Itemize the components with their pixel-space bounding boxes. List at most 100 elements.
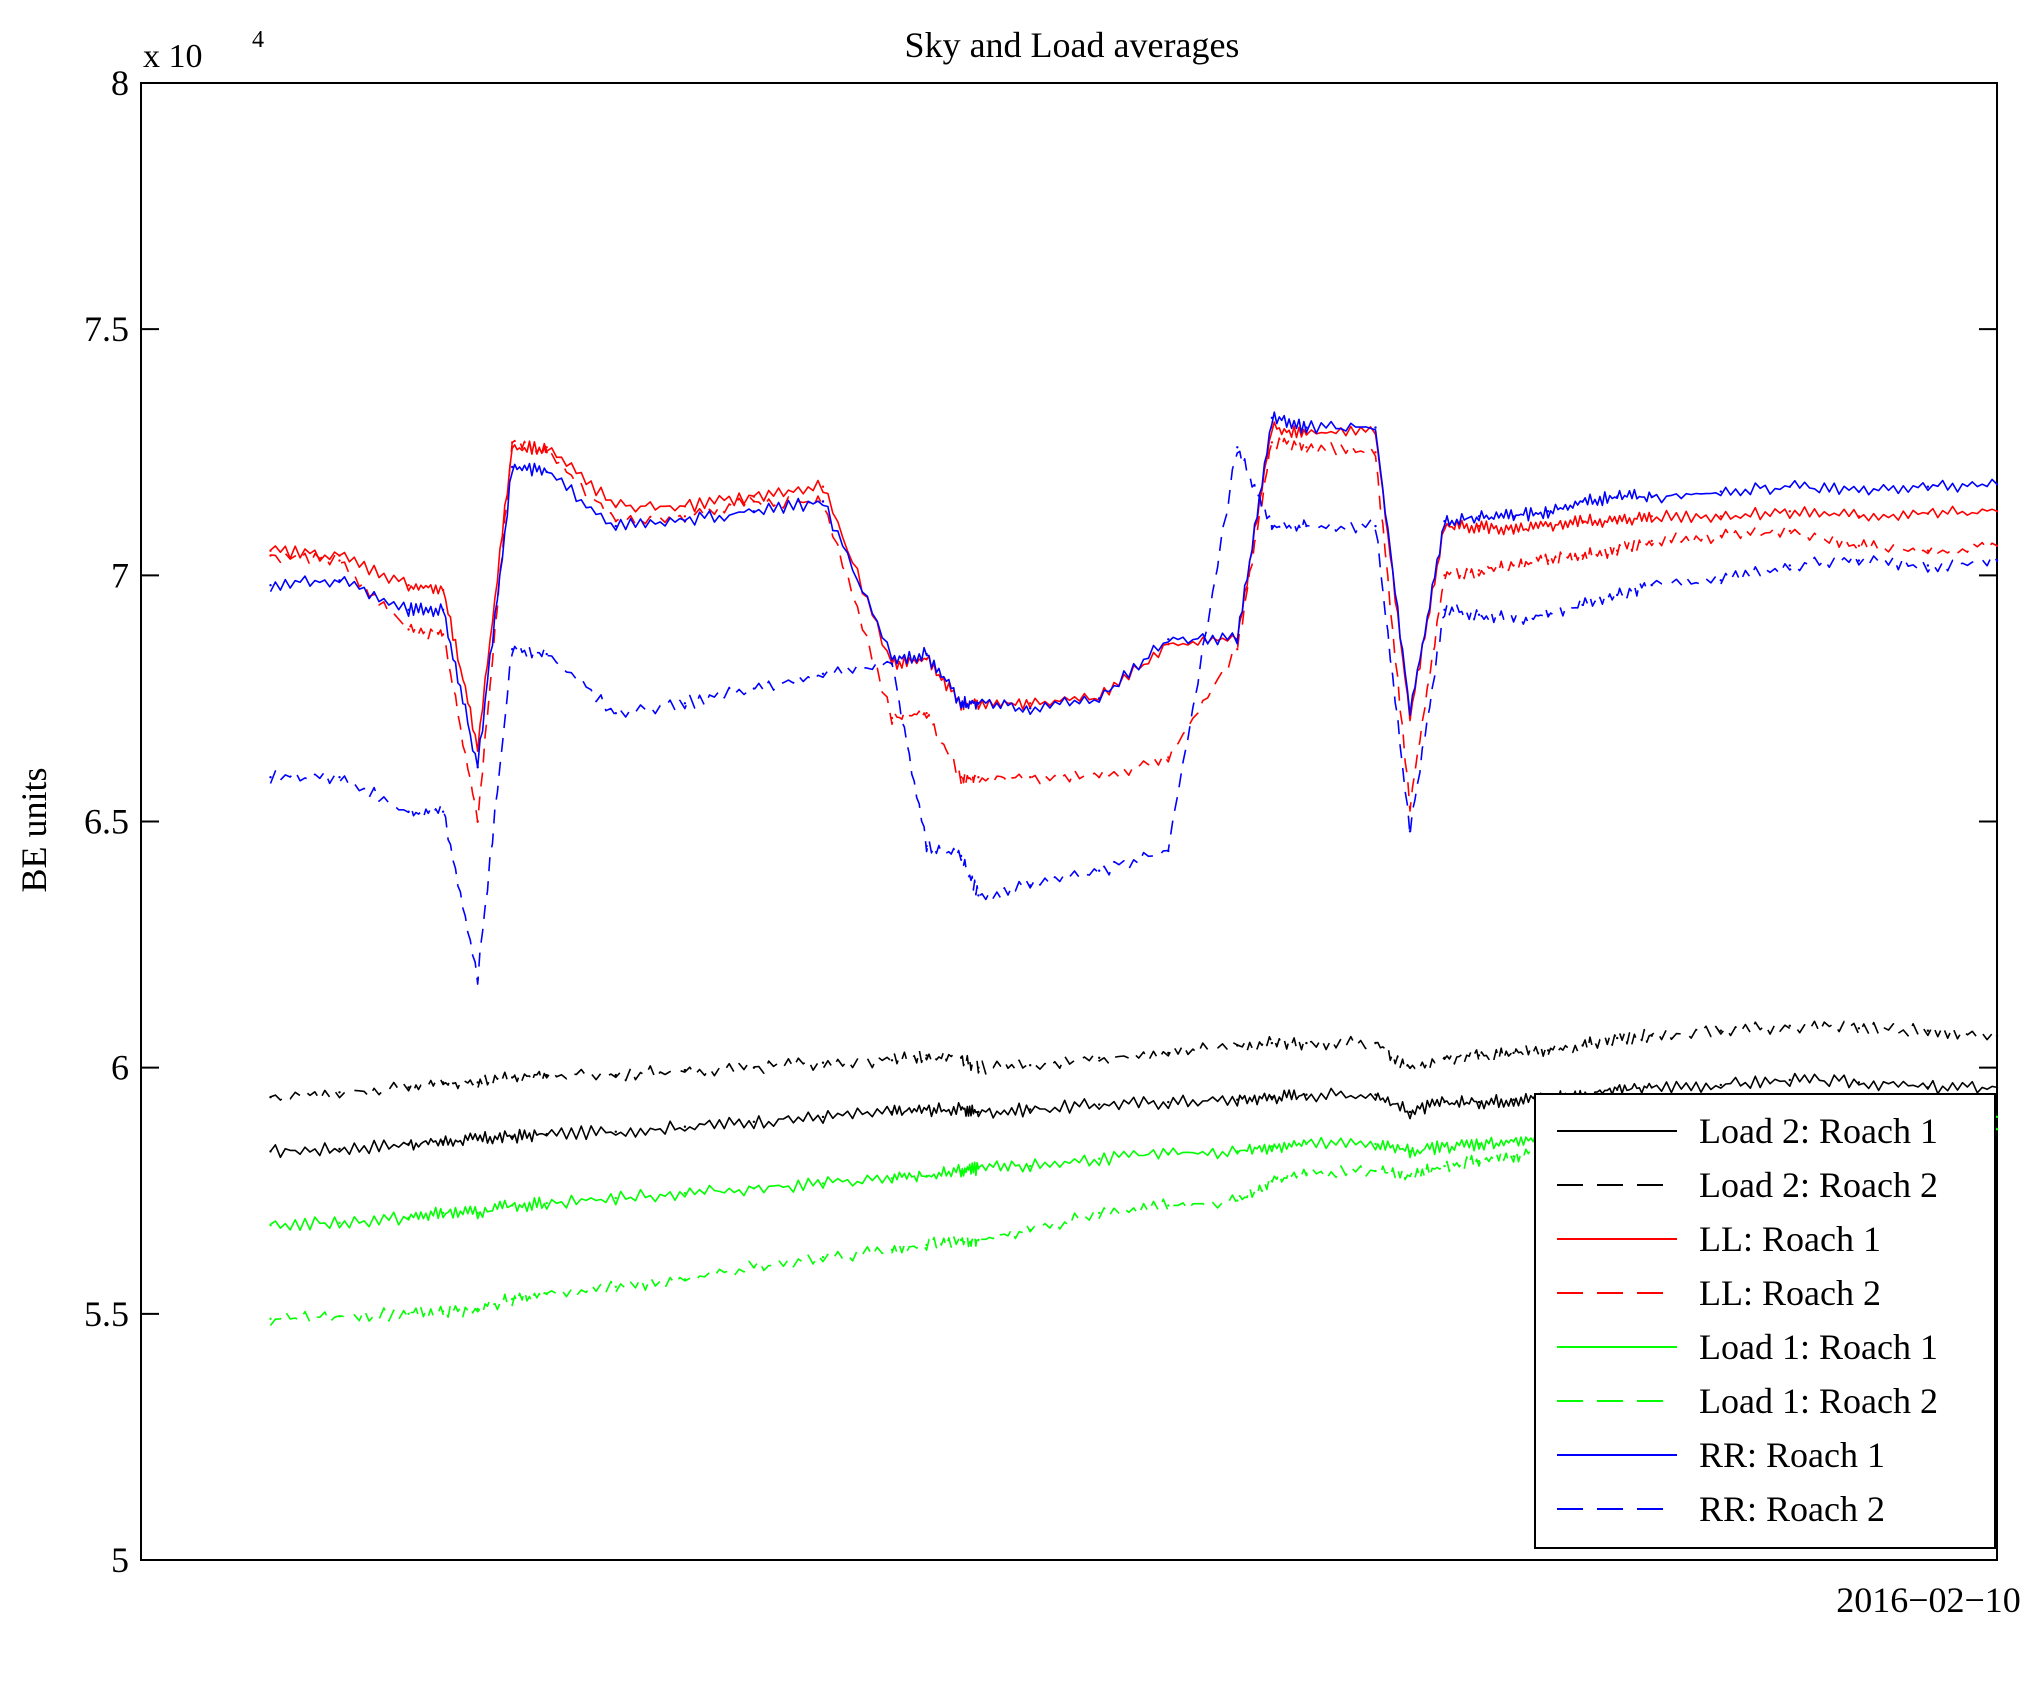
data-point (1305, 446, 1307, 448)
data-point (1029, 776, 1031, 778)
data-point (1478, 614, 1480, 616)
data-point (1996, 559, 1998, 561)
data-point (753, 1121, 755, 1123)
data-point (1236, 1099, 1238, 1101)
data-point (477, 1081, 479, 1083)
data-point (1789, 564, 1791, 566)
data-point (269, 1150, 271, 1152)
data-point (546, 446, 548, 448)
data-point (546, 1202, 548, 1204)
data-point (1167, 1101, 1169, 1103)
data-point (1271, 1042, 1273, 1044)
data-point (442, 609, 444, 611)
data-point (891, 1177, 893, 1179)
data-point (1167, 756, 1169, 758)
data-point (1305, 1172, 1307, 1174)
data-point (1167, 638, 1169, 640)
data-point (891, 1059, 893, 1061)
data-point (511, 466, 513, 468)
data-point (977, 894, 979, 896)
y-tick-label: 7.5 (84, 309, 129, 349)
data-point (1547, 559, 1549, 561)
data-point (1443, 1101, 1445, 1103)
data-point (684, 520, 686, 522)
data-point (1236, 648, 1238, 650)
data-point (1478, 1160, 1480, 1162)
data-point (684, 1278, 686, 1280)
data-point (1927, 513, 1929, 515)
data-point (269, 584, 271, 586)
data-point (511, 441, 513, 443)
data-point (1996, 1086, 1998, 1088)
data-point (546, 471, 548, 473)
data-point (1098, 776, 1100, 778)
data-point (1616, 520, 1618, 522)
data-point (1996, 1116, 1998, 1118)
data-point (1581, 1044, 1583, 1046)
data-point (960, 1239, 962, 1241)
data-point (338, 554, 340, 556)
data-point (960, 855, 962, 857)
data-point (1616, 495, 1618, 497)
data-point (1858, 1027, 1860, 1029)
y-exponent-label: x 10 (143, 38, 203, 75)
data-point (442, 1212, 444, 1214)
data-point (1581, 554, 1583, 556)
data-point (1651, 515, 1653, 517)
data-point (615, 520, 617, 522)
data-point (960, 776, 962, 778)
data-point (684, 1126, 686, 1128)
data-point (1098, 1158, 1100, 1160)
data-point (1167, 1052, 1169, 1054)
data-point (1236, 638, 1238, 640)
data-point (1374, 1170, 1376, 1172)
data-point (1616, 1089, 1618, 1091)
data-point (615, 1131, 617, 1133)
data-point (822, 500, 824, 502)
data-point (477, 766, 479, 768)
data-point (1374, 1094, 1376, 1096)
data-point (753, 1187, 755, 1189)
legend-entry-label: Load 1: Roach 1 (1699, 1327, 1938, 1367)
data-point (1409, 830, 1411, 832)
data-point (891, 1249, 893, 1251)
data-point (684, 515, 686, 517)
data-point (1651, 1086, 1653, 1088)
data-point (977, 1239, 979, 1241)
data-point (1720, 490, 1722, 492)
data-point (1029, 707, 1031, 709)
data-point (1858, 490, 1860, 492)
data-point (1512, 1140, 1514, 1142)
data-point (1305, 426, 1307, 428)
data-point (1029, 1108, 1031, 1110)
data-point (269, 1224, 271, 1226)
data-point (822, 1182, 824, 1184)
data-point (1720, 1030, 1722, 1032)
data-point (1236, 446, 1238, 448)
y-axis-label: BE units (14, 767, 54, 892)
data-point (442, 1310, 444, 1312)
data-point (684, 1069, 686, 1071)
data-point (338, 776, 340, 778)
data-point (407, 1086, 409, 1088)
data-point (1651, 495, 1653, 497)
data-point (511, 1135, 513, 1137)
data-point (1409, 1175, 1411, 1177)
data-point (1098, 1057, 1100, 1059)
data-point (338, 1091, 340, 1093)
data-point (822, 486, 824, 488)
data-point (1651, 584, 1653, 586)
data-point (511, 1204, 513, 1206)
data-point (1305, 525, 1307, 527)
data-point (1927, 1086, 1929, 1088)
data-point (269, 554, 271, 556)
data-point (615, 712, 617, 714)
data-point (269, 776, 271, 778)
data-point (1478, 525, 1480, 527)
data-point (925, 1054, 927, 1056)
data-point (1927, 550, 1929, 552)
data-point (1996, 545, 1998, 547)
data-point (684, 505, 686, 507)
data-point (977, 1067, 979, 1069)
data-point (1029, 884, 1031, 886)
